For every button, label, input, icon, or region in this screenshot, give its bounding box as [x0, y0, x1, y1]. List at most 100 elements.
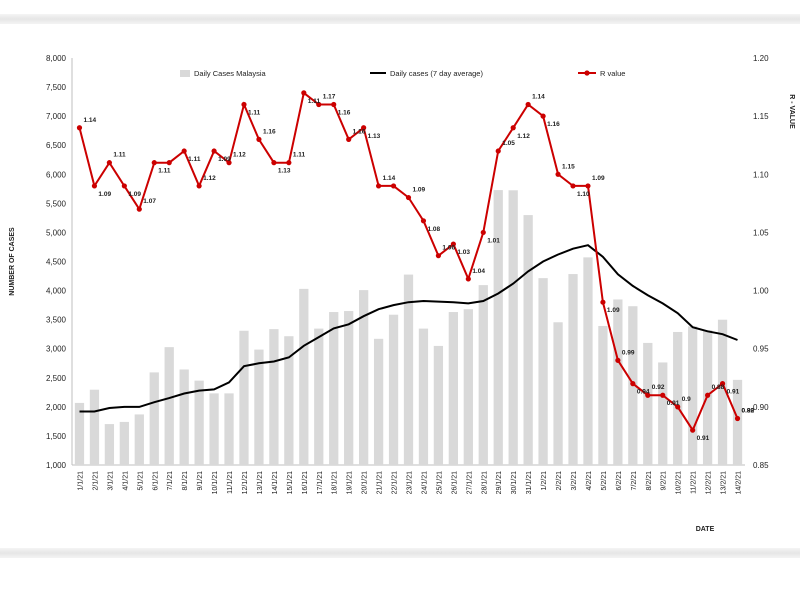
r-value-point: [106, 160, 112, 166]
r-value-point: [495, 148, 501, 154]
bar-daily-cases: [373, 338, 384, 465]
r-value-point: [705, 392, 711, 398]
y-left-tick-label: 7,500: [46, 83, 67, 92]
r-value-label: 1.16: [547, 121, 560, 128]
y-right-tick-label: 1.15: [753, 112, 769, 121]
x-tick-label: 20/1/21: [362, 471, 369, 494]
y-right-tick-label: 1.05: [753, 228, 769, 237]
bar-daily-cases: [433, 345, 444, 465]
bar-daily-cases: [239, 330, 249, 465]
y-right-axis-title: R - VALUE: [788, 94, 795, 129]
legend-label-r: R value: [600, 69, 625, 78]
bar-daily-cases: [149, 372, 159, 465]
r-value-point: [241, 101, 247, 108]
x-tick-label: 11/1/21: [227, 471, 234, 494]
r-value-point: [660, 392, 666, 398]
x-tick-label: 2/2/21: [556, 471, 563, 491]
r-value-point: [450, 241, 456, 247]
r-value-label: 1.14: [532, 94, 545, 101]
x-tick-label: 14/2/21: [736, 471, 743, 494]
bar-daily-cases: [209, 393, 219, 465]
bar-daily-cases: [523, 215, 533, 465]
r-value-point: [166, 160, 172, 166]
y-left-tick-label: 4,500: [46, 258, 67, 267]
bar-daily-cases: [314, 328, 324, 465]
bar-daily-cases: [688, 326, 698, 465]
bar-daily-cases: [284, 336, 294, 465]
r-value-label: 1.11: [308, 98, 321, 105]
x-tick-label: 10/2/21: [676, 471, 683, 494]
r-value-point: [181, 148, 187, 154]
chart-container: 1,000 1,500 2,000 2,500 3,000 3,500 4,000 4,500…: [0, 40, 800, 548]
x-tick-label: 11/2/21: [691, 471, 698, 494]
r-value-point: [226, 160, 232, 166]
r-value-label: 1.06: [442, 245, 455, 252]
r-value-label: 1.14: [83, 117, 96, 124]
x-tick-label: 31/1/21: [526, 471, 533, 494]
r-value-label: 1.03: [457, 249, 470, 256]
x-tick-label: 16/1/21: [302, 471, 309, 494]
r-value-label: 1.12: [517, 133, 530, 140]
x-tick-label: 8/2/21: [646, 471, 653, 491]
r-value-point: [585, 183, 591, 189]
x-tick-label: 30/1/21: [511, 471, 518, 494]
r-value-label: 0.99: [622, 349, 635, 356]
r-value-point: [196, 183, 202, 189]
bar-daily-cases: [224, 393, 234, 465]
bar-daily-cases: [553, 322, 563, 465]
x-tick-label: 17/1/21: [317, 471, 324, 494]
bar-daily-cases: [658, 362, 668, 465]
top-divider-band: [0, 14, 800, 24]
bar-daily-cases: [89, 389, 100, 465]
bar-daily-cases: [388, 314, 399, 465]
r-value-label: 1.09: [128, 191, 141, 198]
x-tick-label: 19/1/21: [347, 471, 354, 494]
r-value-point: [465, 276, 471, 282]
bar-daily-cases: [478, 285, 488, 465]
r-value-label: 1.07: [143, 198, 156, 205]
y-left-axis-title: NUMBER OF CASES: [9, 227, 16, 296]
x-tick-label: 24/1/21: [421, 471, 428, 494]
r-value-point: [675, 404, 681, 410]
y-right-tick-label: 0.90: [753, 403, 769, 412]
y-left-tick-label: 8,000: [46, 54, 67, 63]
bar-daily-cases: [179, 369, 189, 465]
r-value-label: 0.92: [652, 384, 665, 391]
bar-daily-cases: [194, 380, 204, 465]
bar-daily-cases: [74, 402, 85, 465]
x-tick-label: 3/2/21: [571, 471, 578, 491]
r-value-label: 1.11: [293, 152, 306, 159]
r-value-label: 1.12: [203, 175, 216, 182]
x-tick-label: 26/1/21: [451, 471, 458, 494]
bar-daily-cases: [463, 309, 473, 465]
y-left-tick-label: 2,500: [46, 374, 67, 383]
x-tick-label: 18/1/21: [332, 471, 339, 494]
bar-daily-cases: [508, 190, 518, 465]
y-left-tick-label: 7,000: [46, 112, 67, 121]
r-value-label: 1.09: [592, 175, 605, 182]
r-value-point: [615, 357, 621, 363]
bar-daily-cases: [418, 328, 429, 465]
x-tick-label: 3/1/21: [107, 471, 114, 491]
x-tick-label: 6/1/21: [152, 471, 159, 491]
r-value-point: [734, 415, 741, 422]
y-left-tick-label: 6,000: [46, 170, 67, 179]
x-tick-label: 4/2/21: [586, 471, 593, 491]
r-value-point: [286, 160, 292, 166]
x-tick-label: 25/1/21: [436, 471, 443, 494]
r-value-point: [645, 392, 651, 398]
bar-daily-cases: [358, 290, 369, 465]
y-right-tick-label: 1.00: [753, 287, 769, 296]
x-tick-label: 13/2/21: [721, 471, 728, 494]
r-value-label: 0.92: [742, 407, 755, 414]
x-tick-label: 1/2/21: [541, 471, 548, 491]
r-value-point: [719, 381, 726, 387]
r-value-point: [390, 183, 397, 189]
r-value-label: 1.11: [188, 156, 201, 163]
r-value-point: [316, 101, 322, 108]
bar-daily-cases: [164, 347, 174, 465]
x-tick-label: 28/1/21: [481, 471, 488, 494]
x-tick-label: 15/1/21: [287, 471, 294, 494]
r-value-point: [405, 194, 412, 201]
r-value-label: 1.14: [383, 175, 396, 182]
